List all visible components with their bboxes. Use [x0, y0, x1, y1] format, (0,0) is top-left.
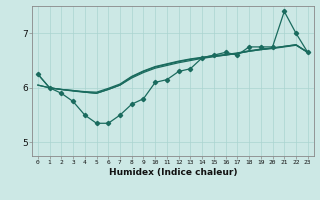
X-axis label: Humidex (Indice chaleur): Humidex (Indice chaleur) — [108, 168, 237, 177]
